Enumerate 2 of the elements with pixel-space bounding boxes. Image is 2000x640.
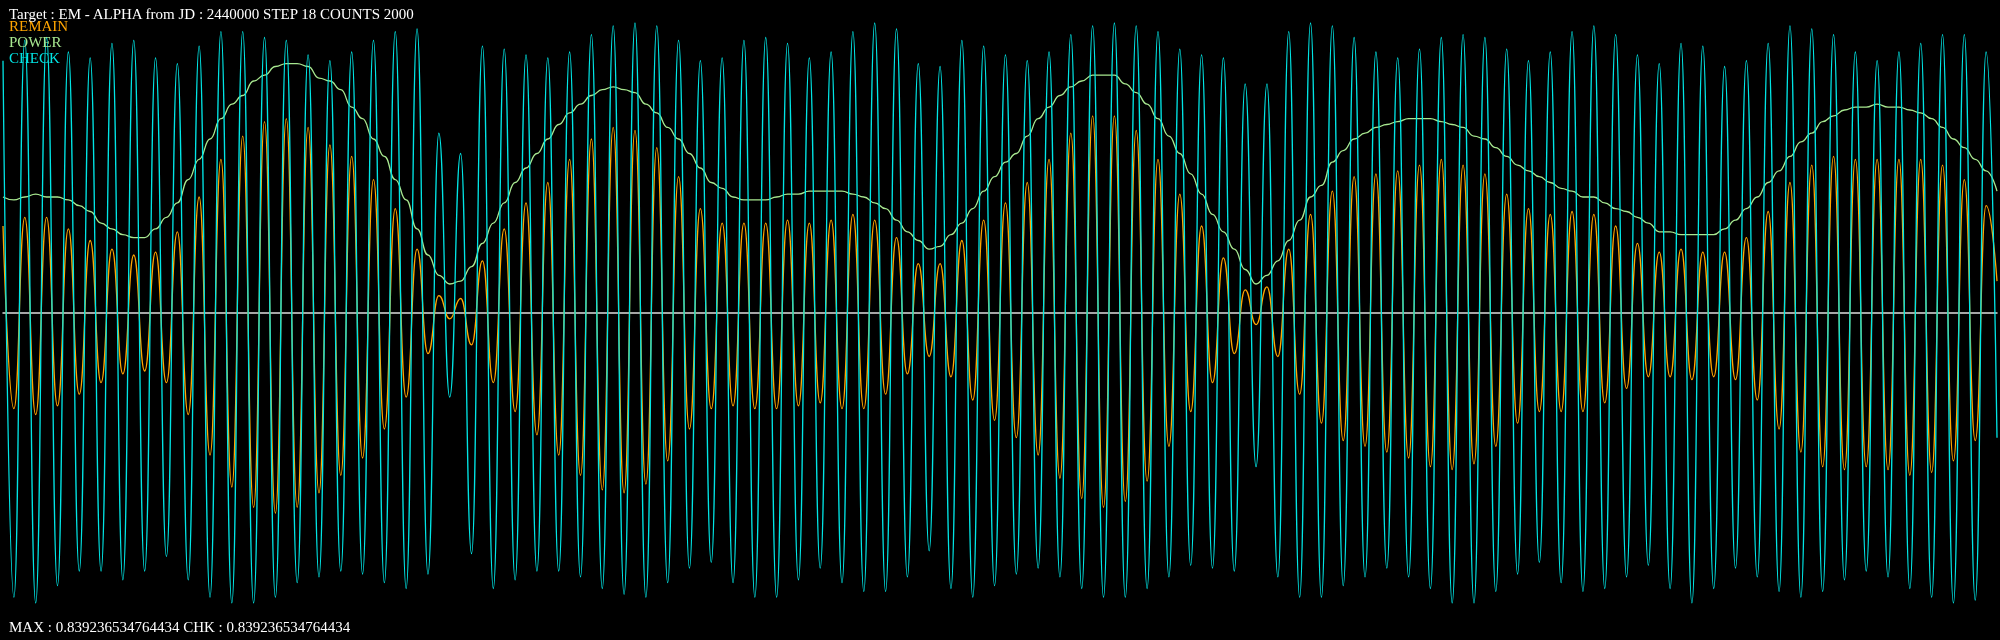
text: MAX : 0.839236534764434 CHK : 0.839236534764434 — [9, 618, 351, 635]
text: POWER — [9, 33, 62, 50]
